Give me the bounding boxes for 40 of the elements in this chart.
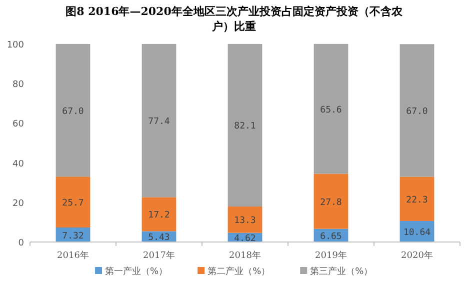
bar <box>314 174 348 229</box>
bar <box>228 206 262 233</box>
legend-label: 第一产业（%） <box>105 266 168 277</box>
y-tick-label: 20 <box>12 198 24 209</box>
x-tick-label: 2018年 <box>229 250 261 261</box>
data-label: 10.64 <box>403 228 431 238</box>
data-label: 77.4 <box>148 117 170 128</box>
y-tick-label: 80 <box>12 80 24 90</box>
x-tick-label: 2020年 <box>401 250 433 261</box>
data-label: 13.3 <box>234 216 256 226</box>
bar <box>314 44 348 174</box>
data-label: 6.65 <box>320 232 342 242</box>
y-tick-label: 60 <box>12 120 24 130</box>
x-tick-label: 2016年 <box>57 250 89 261</box>
data-label: 22.3 <box>406 195 428 206</box>
data-label: 27.8 <box>320 198 342 208</box>
legend-label: 第二产业（%） <box>208 266 270 277</box>
x-tick-label: 2017年 <box>143 250 175 261</box>
y-tick-label: 40 <box>12 159 24 170</box>
data-label: 25.7 <box>62 198 84 209</box>
y-tick-label: 0 <box>18 238 24 248</box>
bar <box>400 44 434 177</box>
data-label: 5.43 <box>148 233 170 244</box>
bar <box>56 44 90 177</box>
data-label: 7.32 <box>62 231 84 242</box>
y-tick-label: 100 <box>6 40 24 50</box>
bar <box>400 176 434 221</box>
bar <box>142 44 176 198</box>
data-label: 67.0 <box>406 106 428 117</box>
data-label: 82.1 <box>234 122 256 132</box>
data-label: 4.62 <box>234 234 256 244</box>
data-label: 65.6 <box>320 105 342 116</box>
data-label: 67.0 <box>62 106 84 117</box>
bar <box>56 176 90 228</box>
x-tick-label: 2019年 <box>315 250 347 261</box>
bar <box>228 44 262 207</box>
legend-label: 第三产业（%） <box>310 266 373 277</box>
data-label: 17.2 <box>148 210 170 221</box>
chart-title: 图8 2016年—2020年全地区三次产业投资占固定资产投资（不含农户）比重 <box>64 4 404 34</box>
bar <box>142 197 176 232</box>
